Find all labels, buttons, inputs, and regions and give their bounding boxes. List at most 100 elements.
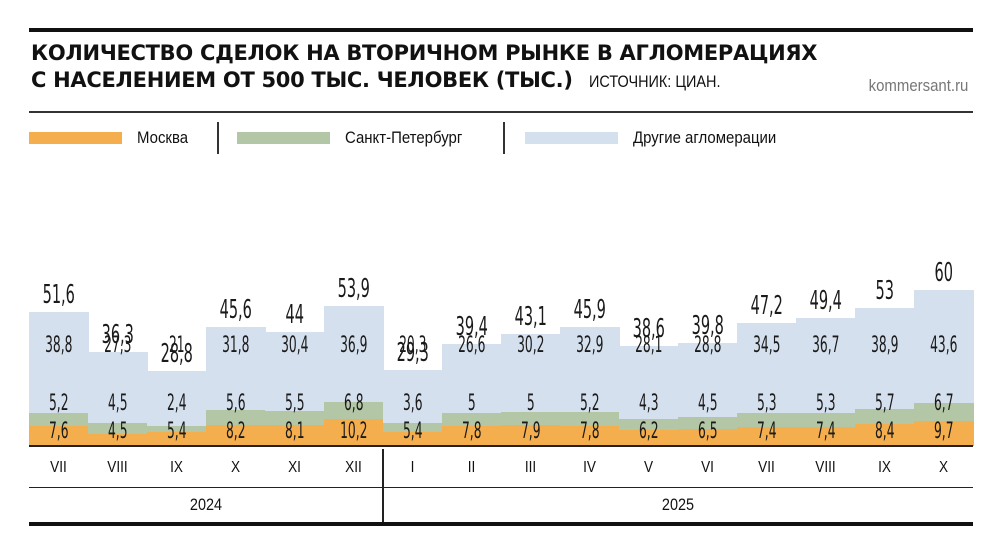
- bar-segment-moscow: [914, 420, 974, 446]
- bar-segment-spb: [678, 417, 738, 430]
- bar-column: 8,1 5,5 30,4 44: [265, 150, 325, 446]
- value-label-moscow: 8,4: [874, 419, 895, 444]
- top-rule: [29, 28, 973, 32]
- bar-segment-spb: [383, 422, 443, 432]
- value-label-total: 45,9: [573, 294, 606, 325]
- value-label-moscow: 10,2: [340, 419, 368, 444]
- value-label-total: 53: [875, 276, 894, 307]
- bar-segment-spb: [442, 412, 502, 426]
- month-label: III: [524, 459, 537, 476]
- value-label-other: 32,9: [576, 333, 604, 358]
- value-label-moscow: 9,7: [933, 419, 954, 444]
- value-label-moscow: 8,1: [284, 419, 305, 444]
- bar-segment-spb: [737, 413, 797, 427]
- value-label-other: 30,2: [517, 333, 545, 358]
- bar-segment-spb: [796, 413, 856, 427]
- value-label-moscow: 7,8: [579, 419, 600, 444]
- month-label: VI: [701, 459, 714, 476]
- value-label-spb: 4,3: [638, 391, 659, 416]
- bar-segment-other: [383, 369, 443, 423]
- bar-segment-spb: [29, 412, 89, 427]
- legend-label-spb: Санкт-Петербург: [345, 128, 463, 147]
- source-label: ИСТОЧНИК: ЦИАН.: [588, 72, 721, 91]
- bar-segment-moscow: [383, 431, 443, 446]
- value-label-other: 30,4: [281, 333, 309, 358]
- value-label-total: 28,8: [160, 339, 193, 370]
- bar-column: 5,4 2,4 21 28,8: [147, 150, 207, 446]
- title-line-2-row: С НАСЕЛЕНИЕМ ОТ 500 ТЫС. ЧЕЛОВЕК (ТЫС.) …: [31, 67, 817, 95]
- value-label-total: 45,6: [219, 295, 252, 326]
- value-label-moscow: 6,2: [638, 419, 659, 444]
- value-label-moscow: 5,4: [166, 419, 187, 444]
- bar-segment-moscow: [206, 424, 266, 446]
- bar-segment-moscow: [619, 429, 679, 446]
- bar-segment-moscow: [560, 425, 620, 446]
- legend-label-other: Другие агломерации: [633, 128, 777, 147]
- legend-swatch-spb: [237, 132, 330, 144]
- value-label-total: 29,3: [396, 337, 429, 368]
- month-label: VIII: [815, 459, 836, 476]
- bar-segment-moscow: [88, 434, 148, 446]
- legend-separator: [217, 122, 219, 154]
- year-label-2024: 2024: [189, 495, 223, 514]
- month-label: XII: [345, 459, 362, 476]
- month-label: I: [410, 459, 415, 476]
- bar-segment-moscow: [737, 426, 797, 446]
- bar-segment-other: [560, 326, 620, 413]
- value-label-spb: 5,5: [284, 391, 305, 416]
- bar-segment-moscow: [501, 425, 561, 446]
- bar-column: 10,2 6,8 36,9 53,9: [324, 150, 384, 446]
- value-label-other: 26,6: [458, 333, 486, 358]
- bar-segment-spb: [501, 412, 561, 426]
- value-label-spb: 6,7: [933, 391, 954, 416]
- value-label-moscow: 4,5: [107, 419, 128, 444]
- bar-segment-other: [442, 343, 502, 413]
- bar-column: 6,5 4,5 28,8 39,8: [678, 150, 738, 446]
- title-line-1: КОЛИЧЕСТВО СДЕЛОК НА ВТОРИЧНОМ РЫНКЕ В А…: [31, 41, 818, 65]
- bar-segment-spb: [147, 425, 207, 432]
- month-label: XI: [288, 459, 301, 476]
- legend-swatch-other: [525, 132, 618, 144]
- value-label-total: 36,3: [101, 319, 134, 350]
- bar-segment-spb: [206, 410, 266, 425]
- x-axis-line: [29, 445, 973, 447]
- value-label-total: 47,2: [750, 291, 783, 322]
- bar-segment-other: [29, 311, 89, 413]
- month-label: IX: [170, 459, 183, 476]
- legend-item-other: Другие агломерации: [525, 122, 796, 154]
- month-label: V: [643, 459, 654, 476]
- value-label-moscow: 6,5: [697, 419, 718, 444]
- bar-segment-other: [737, 323, 797, 413]
- value-label-spb: 5,2: [579, 391, 600, 416]
- bottom-rule: [29, 522, 973, 526]
- legend-separator: [503, 122, 505, 154]
- bar-column: 7,8 5,2 32,9 45,9: [560, 150, 620, 446]
- bar-column: 6,2 4,3 28,1 38,6: [619, 150, 679, 446]
- bar-segment-other: [619, 345, 679, 419]
- month-label: VII: [758, 459, 775, 476]
- value-label-total: 49,4: [809, 285, 842, 316]
- bar-segment-other: [914, 290, 974, 404]
- bar-segment-moscow: [796, 426, 856, 446]
- year-label-2025: 2025: [661, 495, 695, 514]
- legend-item-spb: Санкт-Петербург: [237, 122, 478, 154]
- bar-segment-spb: [855, 409, 915, 425]
- value-label-spb: 2,4: [166, 391, 187, 416]
- bar-segment-spb: [265, 410, 325, 425]
- bar-column: 7,6 5,2 38,8 51,6: [29, 150, 89, 446]
- value-label-moscow: 7,8: [461, 419, 482, 444]
- value-label-other: 20,3: [399, 333, 427, 358]
- month-label: VIII: [107, 459, 128, 476]
- month-label: IV: [583, 459, 596, 476]
- bar-column: 8,2 5,6 31,8 45,6: [206, 150, 266, 446]
- bar-column: 5,4 3,6 20,3 29,3: [383, 150, 443, 446]
- value-label-total: 39,4: [455, 311, 488, 342]
- value-label-moscow: 7,6: [48, 419, 69, 444]
- value-label-moscow: 7,9: [520, 419, 541, 444]
- value-label-spb: 5,6: [225, 391, 246, 416]
- value-label-spb: 5: [526, 391, 535, 416]
- bar-segment-moscow: [324, 419, 384, 446]
- bar-segment-other: [147, 371, 207, 426]
- month-axis: VII VIII IX X XI XII I II III IV V VI VII VIII IX X: [29, 448, 973, 488]
- legend-swatch-moscow: [29, 132, 122, 144]
